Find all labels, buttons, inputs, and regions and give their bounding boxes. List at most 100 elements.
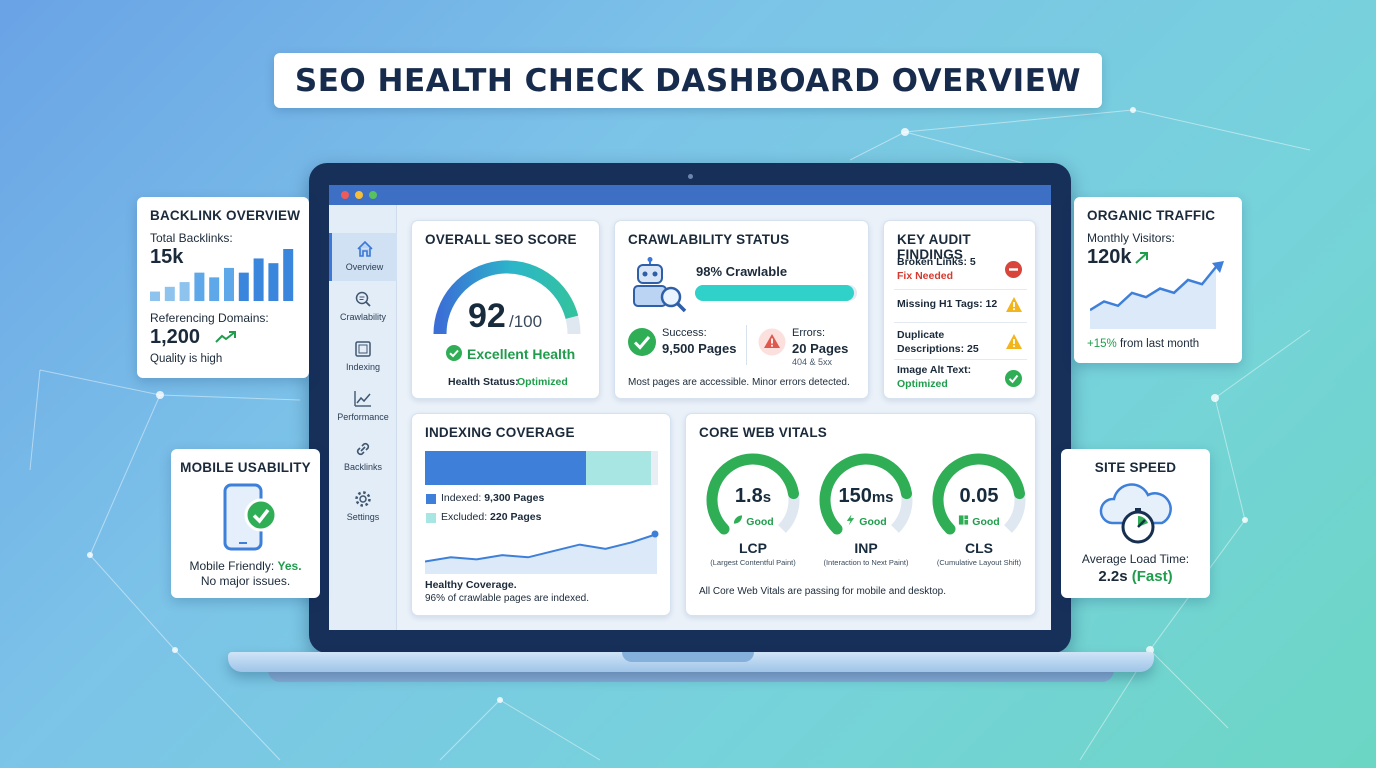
backlink-bar [179, 282, 190, 301]
audit-item[interactable]: Missing H1 Tags: 12 [884, 290, 1037, 322]
sidebar: Overview Crawlability Indexing Performan… [329, 205, 397, 630]
close-window-button[interactable] [341, 191, 349, 199]
crawl-percent-label: 98% Crawlable [696, 264, 788, 279]
trend-area [425, 534, 657, 574]
vital-value: 0.05 [959, 485, 999, 507]
indexed-label: Indexed: 9,300 Pages [441, 492, 545, 504]
vital-description: (Interaction to Next Paint) [823, 558, 909, 567]
excluded-value: 220 Pages [490, 511, 542, 523]
sidebar-item-overview[interactable]: Overview [329, 233, 397, 281]
divider [894, 359, 1027, 360]
audit-item[interactable]: Image Alt Text: Optimized [884, 360, 1037, 396]
vital-gauge [932, 453, 1026, 535]
vital-name: CLS [965, 540, 993, 556]
audit-item-label: Image Alt Text: [897, 364, 972, 376]
sidebar-item-label: Performance [337, 412, 389, 422]
excluded-legend-swatch [426, 513, 436, 523]
coverage-bar [425, 451, 658, 485]
backlink-bar [253, 258, 264, 301]
errors-detail: 404 & 5xx [792, 357, 833, 367]
crawlability-card: CRAWLABILITY STATUS 98% Crawlable Succes… [614, 220, 869, 399]
vital-unit: ms [871, 489, 894, 506]
vital-cls: 0.05 Good CLS (Cumulative Layout Shift) [926, 452, 1032, 582]
vitals-note: All Core Web Vitals are passing for mobi… [699, 586, 946, 597]
audit-item[interactable]: Duplicate Descriptions: 25 [884, 323, 1037, 359]
sidebar-item-label: Crawlability [339, 312, 386, 322]
total-backlinks-label: Total Backlinks: [150, 231, 233, 245]
link-icon [356, 442, 370, 456]
card-title: INDEXING COVERAGE [425, 425, 575, 440]
vital-gauge [706, 453, 800, 535]
backlink-quality: Quality is high [150, 353, 223, 365]
window-titlebar [329, 185, 1051, 205]
sidebar-item-performance[interactable]: Performance [329, 383, 397, 431]
trend-endpoint [651, 530, 659, 538]
card-title: OVERALL SEO SCORE [425, 232, 577, 247]
monthly-visitors-label: Monthly Visitors: [1087, 231, 1175, 245]
laptop-base [228, 652, 1154, 672]
error-warning-icon [758, 328, 786, 356]
indexing-coverage-card: INDEXING COVERAGE Indexed: 9,300 Pages E… [411, 413, 671, 616]
sidebar-item-label: Overview [345, 262, 384, 272]
monthly-visitors-value: 120k [1087, 246, 1132, 268]
mobile-issues: No major issues. [200, 574, 291, 588]
arrow-up-right-icon [1135, 252, 1148, 264]
sidebar-item-settings[interactable]: Settings [329, 483, 397, 531]
card-title: CRAWLABILITY STATUS [628, 232, 790, 247]
card-title: ORGANIC TRAFFIC [1087, 208, 1216, 223]
backlink-bar [238, 272, 249, 301]
search-doc-icon [355, 291, 371, 307]
indexed-legend-swatch [426, 494, 436, 504]
warning-icon [1006, 334, 1022, 349]
mobile-friendly-label: Mobile Friendly: [189, 559, 275, 573]
audit-item-status: Fix Needed [897, 270, 954, 282]
sidebar-item-crawlability[interactable]: Crawlability [329, 283, 397, 331]
gear-icon [355, 491, 371, 507]
backlink-bar [150, 291, 160, 301]
vital-status: Good [700, 514, 806, 528]
audit-item[interactable]: Broken Links: 5 Fix Needed [884, 252, 1037, 288]
organic-traffic-card: ORGANIC TRAFFIC Monthly Visitors: 120k +… [1074, 197, 1242, 363]
seo-score-max: /100 [509, 312, 543, 331]
success-label: Success: [662, 327, 707, 339]
backlink-bar [268, 263, 279, 301]
mobile-friendly-value: Yes. [277, 559, 302, 573]
site-speed-card: SITE SPEED Average Load Time: 2.2s (Fast… [1061, 449, 1210, 598]
minimize-window-button[interactable] [355, 191, 363, 199]
error-minus-icon [1005, 261, 1022, 278]
warning-icon [1006, 297, 1022, 312]
mobile-usability-card: MOBILE USABILITY Mobile Friendly: Yes. N… [171, 449, 320, 598]
maximize-window-button[interactable] [369, 191, 377, 199]
cloud-stopwatch-icon [1099, 483, 1172, 544]
backlink-bar [224, 267, 234, 301]
crawl-progress-fill [695, 285, 854, 301]
bolt-icon [847, 514, 855, 526]
sidebar-item-backlinks[interactable]: Backlinks [329, 433, 397, 481]
health-status-value: Optimized [517, 376, 568, 388]
mobile-check-icon [223, 483, 278, 551]
load-time-label: Average Load Time: [1081, 552, 1190, 566]
sidebar-item-label: Indexing [345, 362, 381, 372]
coverage-summary-text: 96% of crawlable pages are indexed. [425, 593, 589, 604]
divider [894, 322, 1027, 323]
seo-score-value: 92 [468, 297, 506, 335]
robot-icon [633, 257, 687, 313]
laptop-notch [622, 652, 754, 662]
sidebar-item-indexing[interactable]: Indexing [329, 333, 397, 381]
trend-line [1090, 266, 1217, 312]
total-backlinks-value: 15k [150, 246, 184, 268]
layout-icon [959, 515, 969, 525]
vital-inp: 150ms Good INP (Interaction to Next Paint) [813, 452, 919, 582]
backlink-bar [283, 249, 294, 301]
vital-name: LCP [739, 540, 767, 556]
core-web-vitals-card: CORE WEB VITALS 1.8s Good LCP (Largest Cont… [685, 413, 1036, 616]
card-title: MOBILE USABILITY [180, 460, 311, 475]
load-time-value: 2.2s [1098, 568, 1128, 585]
audit-item-label: Duplicate [897, 329, 945, 341]
divider [894, 289, 1027, 290]
success-check-icon [628, 328, 656, 356]
backlink-bar [164, 286, 175, 301]
audit-item-label: Descriptions: 25 [897, 343, 979, 355]
card-title: BACKLINK OVERVIEW [150, 208, 301, 223]
